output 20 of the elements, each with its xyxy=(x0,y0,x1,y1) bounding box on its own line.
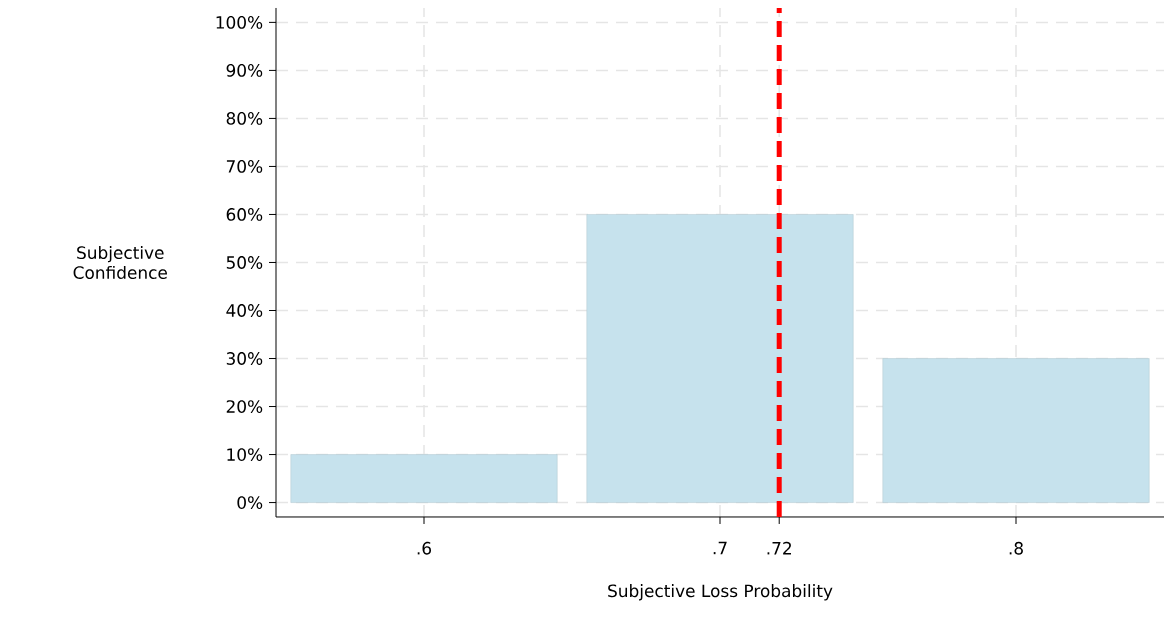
y-tick-label: 60% xyxy=(226,208,263,221)
x-tick-label: .72 xyxy=(767,541,791,555)
y-tick-label: 70% xyxy=(226,160,263,173)
y-tick-label: 50% xyxy=(226,256,263,269)
y-tick-label: 40% xyxy=(226,304,263,317)
bar xyxy=(586,214,854,503)
x-tick-label: .8 xyxy=(1009,541,1023,555)
bar xyxy=(882,358,1150,503)
x-tick-label: .7 xyxy=(713,541,727,555)
y-tick-label: 90% xyxy=(226,64,263,77)
y-tick-label: 100% xyxy=(216,15,263,29)
y-tick-label: 80% xyxy=(226,112,263,125)
bar xyxy=(290,454,558,503)
y-axis-title: Subjective Confidence xyxy=(73,245,167,279)
x-tick-label: .6 xyxy=(417,541,432,555)
y-tick-label: 30% xyxy=(226,352,263,365)
x-axis-title: Subjective Loss Probability xyxy=(608,584,833,601)
y-tick-label: 0% xyxy=(237,496,263,509)
y-tick-label: 10% xyxy=(227,448,263,461)
y-tick-label: 20% xyxy=(226,400,263,413)
